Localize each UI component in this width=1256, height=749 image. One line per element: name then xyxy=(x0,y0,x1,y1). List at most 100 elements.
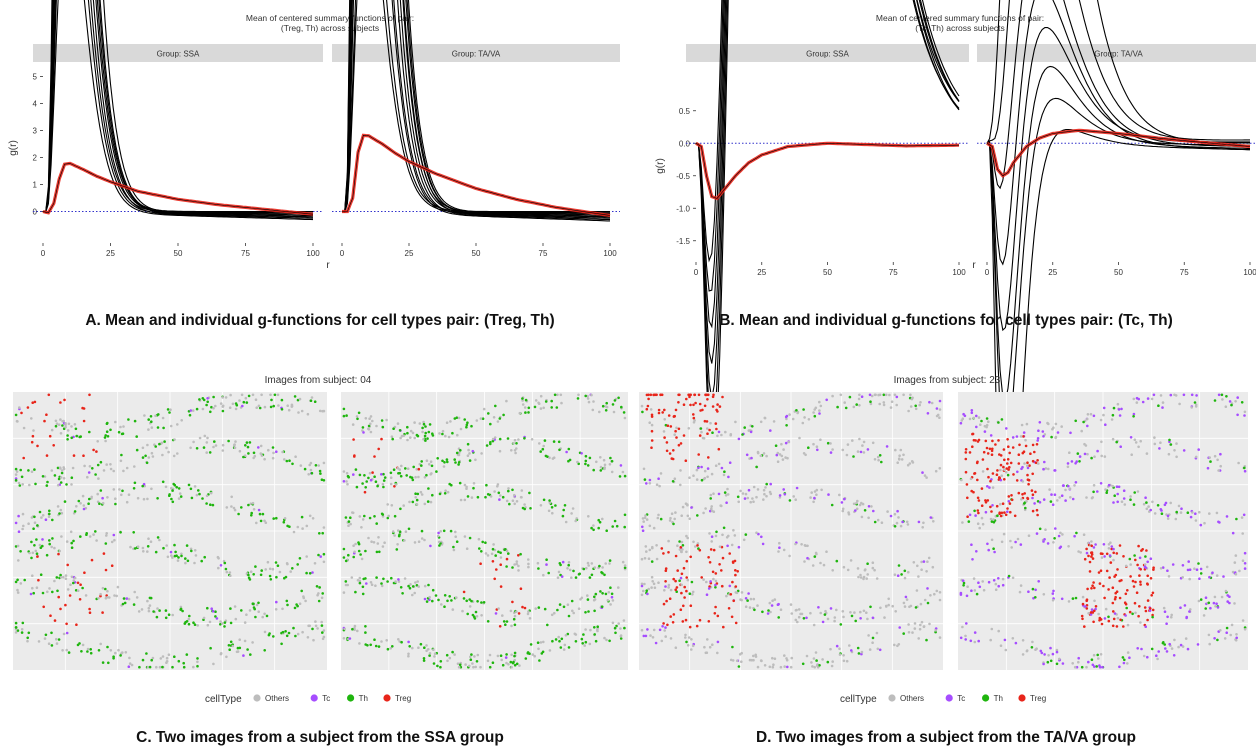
cell-point-others xyxy=(391,530,395,533)
cell-point-others xyxy=(1233,561,1237,564)
cell-point-others xyxy=(192,665,195,669)
cell-point-others xyxy=(350,576,354,579)
cell-point-treg xyxy=(1097,571,1101,574)
cell-point-others xyxy=(898,454,901,458)
legend-label-treg: Treg xyxy=(395,694,411,703)
cell-point-treg xyxy=(1139,580,1142,584)
cell-point-others xyxy=(599,465,603,469)
cell-point-others xyxy=(463,483,467,487)
cell-point-others xyxy=(1025,500,1028,503)
cell-point-others xyxy=(304,599,307,603)
cell-point-tc xyxy=(1182,449,1186,452)
cell-point-treg xyxy=(31,434,35,438)
cell-point-others xyxy=(165,544,168,547)
cell-point-th xyxy=(857,652,861,655)
cell-point-treg xyxy=(669,615,672,618)
cell-point-others xyxy=(383,541,386,544)
cell-point-others xyxy=(650,423,654,427)
cell-point-th xyxy=(826,660,830,664)
cell-point-others xyxy=(46,590,49,594)
cell-point-others xyxy=(301,630,304,634)
cell-point-others xyxy=(433,652,437,655)
cell-point-th xyxy=(406,431,409,435)
cell-point-tc xyxy=(1051,592,1055,595)
cell-point-treg xyxy=(667,414,671,417)
cell-point-others xyxy=(603,467,606,471)
cell-point-th xyxy=(363,474,366,477)
cell-point-others xyxy=(369,430,373,434)
cell-point-tc xyxy=(1140,647,1143,651)
series-line xyxy=(341,0,611,218)
cell-point-others xyxy=(934,469,938,473)
cell-point-others xyxy=(778,453,782,456)
cell-point-tc xyxy=(1073,534,1076,538)
cell-point-tc xyxy=(1160,509,1163,512)
cell-point-treg xyxy=(1099,552,1103,555)
cell-point-others xyxy=(167,450,170,454)
cell-point-others xyxy=(835,608,838,612)
cell-point-th xyxy=(119,531,122,534)
cell-point-others xyxy=(133,590,136,594)
cell-point-others xyxy=(153,443,156,447)
cell-point-th xyxy=(570,599,574,603)
cell-point-others xyxy=(308,463,312,467)
cell-point-others xyxy=(1027,534,1031,537)
cell-point-th xyxy=(104,587,107,591)
cell-point-others xyxy=(59,467,62,470)
cell-point-others xyxy=(719,504,722,507)
cell-point-others xyxy=(853,611,856,614)
cell-point-others xyxy=(1000,474,1003,478)
y-tick-label: 0.5 xyxy=(679,107,691,116)
cell-point-tc xyxy=(827,493,830,496)
cell-point-others xyxy=(895,403,898,407)
x-tick-label: 100 xyxy=(1243,268,1256,277)
cell-point-tc xyxy=(1144,566,1148,570)
cell-point-th xyxy=(273,393,277,397)
cell-point-others xyxy=(735,659,739,663)
cell-point-th xyxy=(286,603,289,607)
cell-point-treg xyxy=(999,514,1003,518)
cell-point-others xyxy=(902,601,906,605)
cell-point-others xyxy=(812,623,816,627)
cell-point-th xyxy=(432,662,436,665)
cell-point-others xyxy=(804,544,807,547)
cell-point-others xyxy=(1068,451,1071,455)
cell-point-others xyxy=(831,448,834,451)
cell-point-others xyxy=(147,428,150,431)
cell-point-others xyxy=(961,417,965,421)
cell-point-treg xyxy=(72,454,76,457)
cell-point-others xyxy=(797,615,801,619)
cell-point-others xyxy=(446,659,449,663)
cell-point-tc xyxy=(1058,546,1062,550)
cell-point-treg xyxy=(650,415,654,418)
cell-point-others xyxy=(189,547,193,551)
cell-point-tc xyxy=(970,589,973,592)
cell-point-th xyxy=(484,541,487,544)
y-tick-label: -1.0 xyxy=(676,204,690,213)
cell-point-others xyxy=(752,500,755,504)
cell-point-th xyxy=(201,397,205,400)
cell-point-th xyxy=(133,419,137,423)
cell-point-th xyxy=(509,660,513,664)
cell-point-tc xyxy=(1053,493,1057,497)
cell-point-treg xyxy=(976,509,980,512)
cell-point-others xyxy=(1092,484,1096,487)
cell-point-others xyxy=(590,562,594,565)
cell-point-th xyxy=(177,556,180,559)
cell-point-th xyxy=(451,650,454,654)
cell-point-th xyxy=(475,660,479,663)
cell-point-th xyxy=(411,478,415,482)
cell-point-others xyxy=(796,411,799,415)
cell-point-th xyxy=(250,514,253,517)
cell-point-tc xyxy=(1093,665,1096,668)
cell-point-others xyxy=(557,635,560,639)
cell-point-others xyxy=(515,447,518,450)
cell-point-th xyxy=(443,492,447,495)
cell-point-others xyxy=(479,665,482,669)
cell-point-others xyxy=(673,477,677,481)
cell-point-others xyxy=(1126,623,1130,627)
cell-point-others xyxy=(38,543,42,547)
cell-point-others xyxy=(841,507,845,511)
cell-point-others xyxy=(842,615,845,619)
cell-point-treg xyxy=(707,556,710,559)
